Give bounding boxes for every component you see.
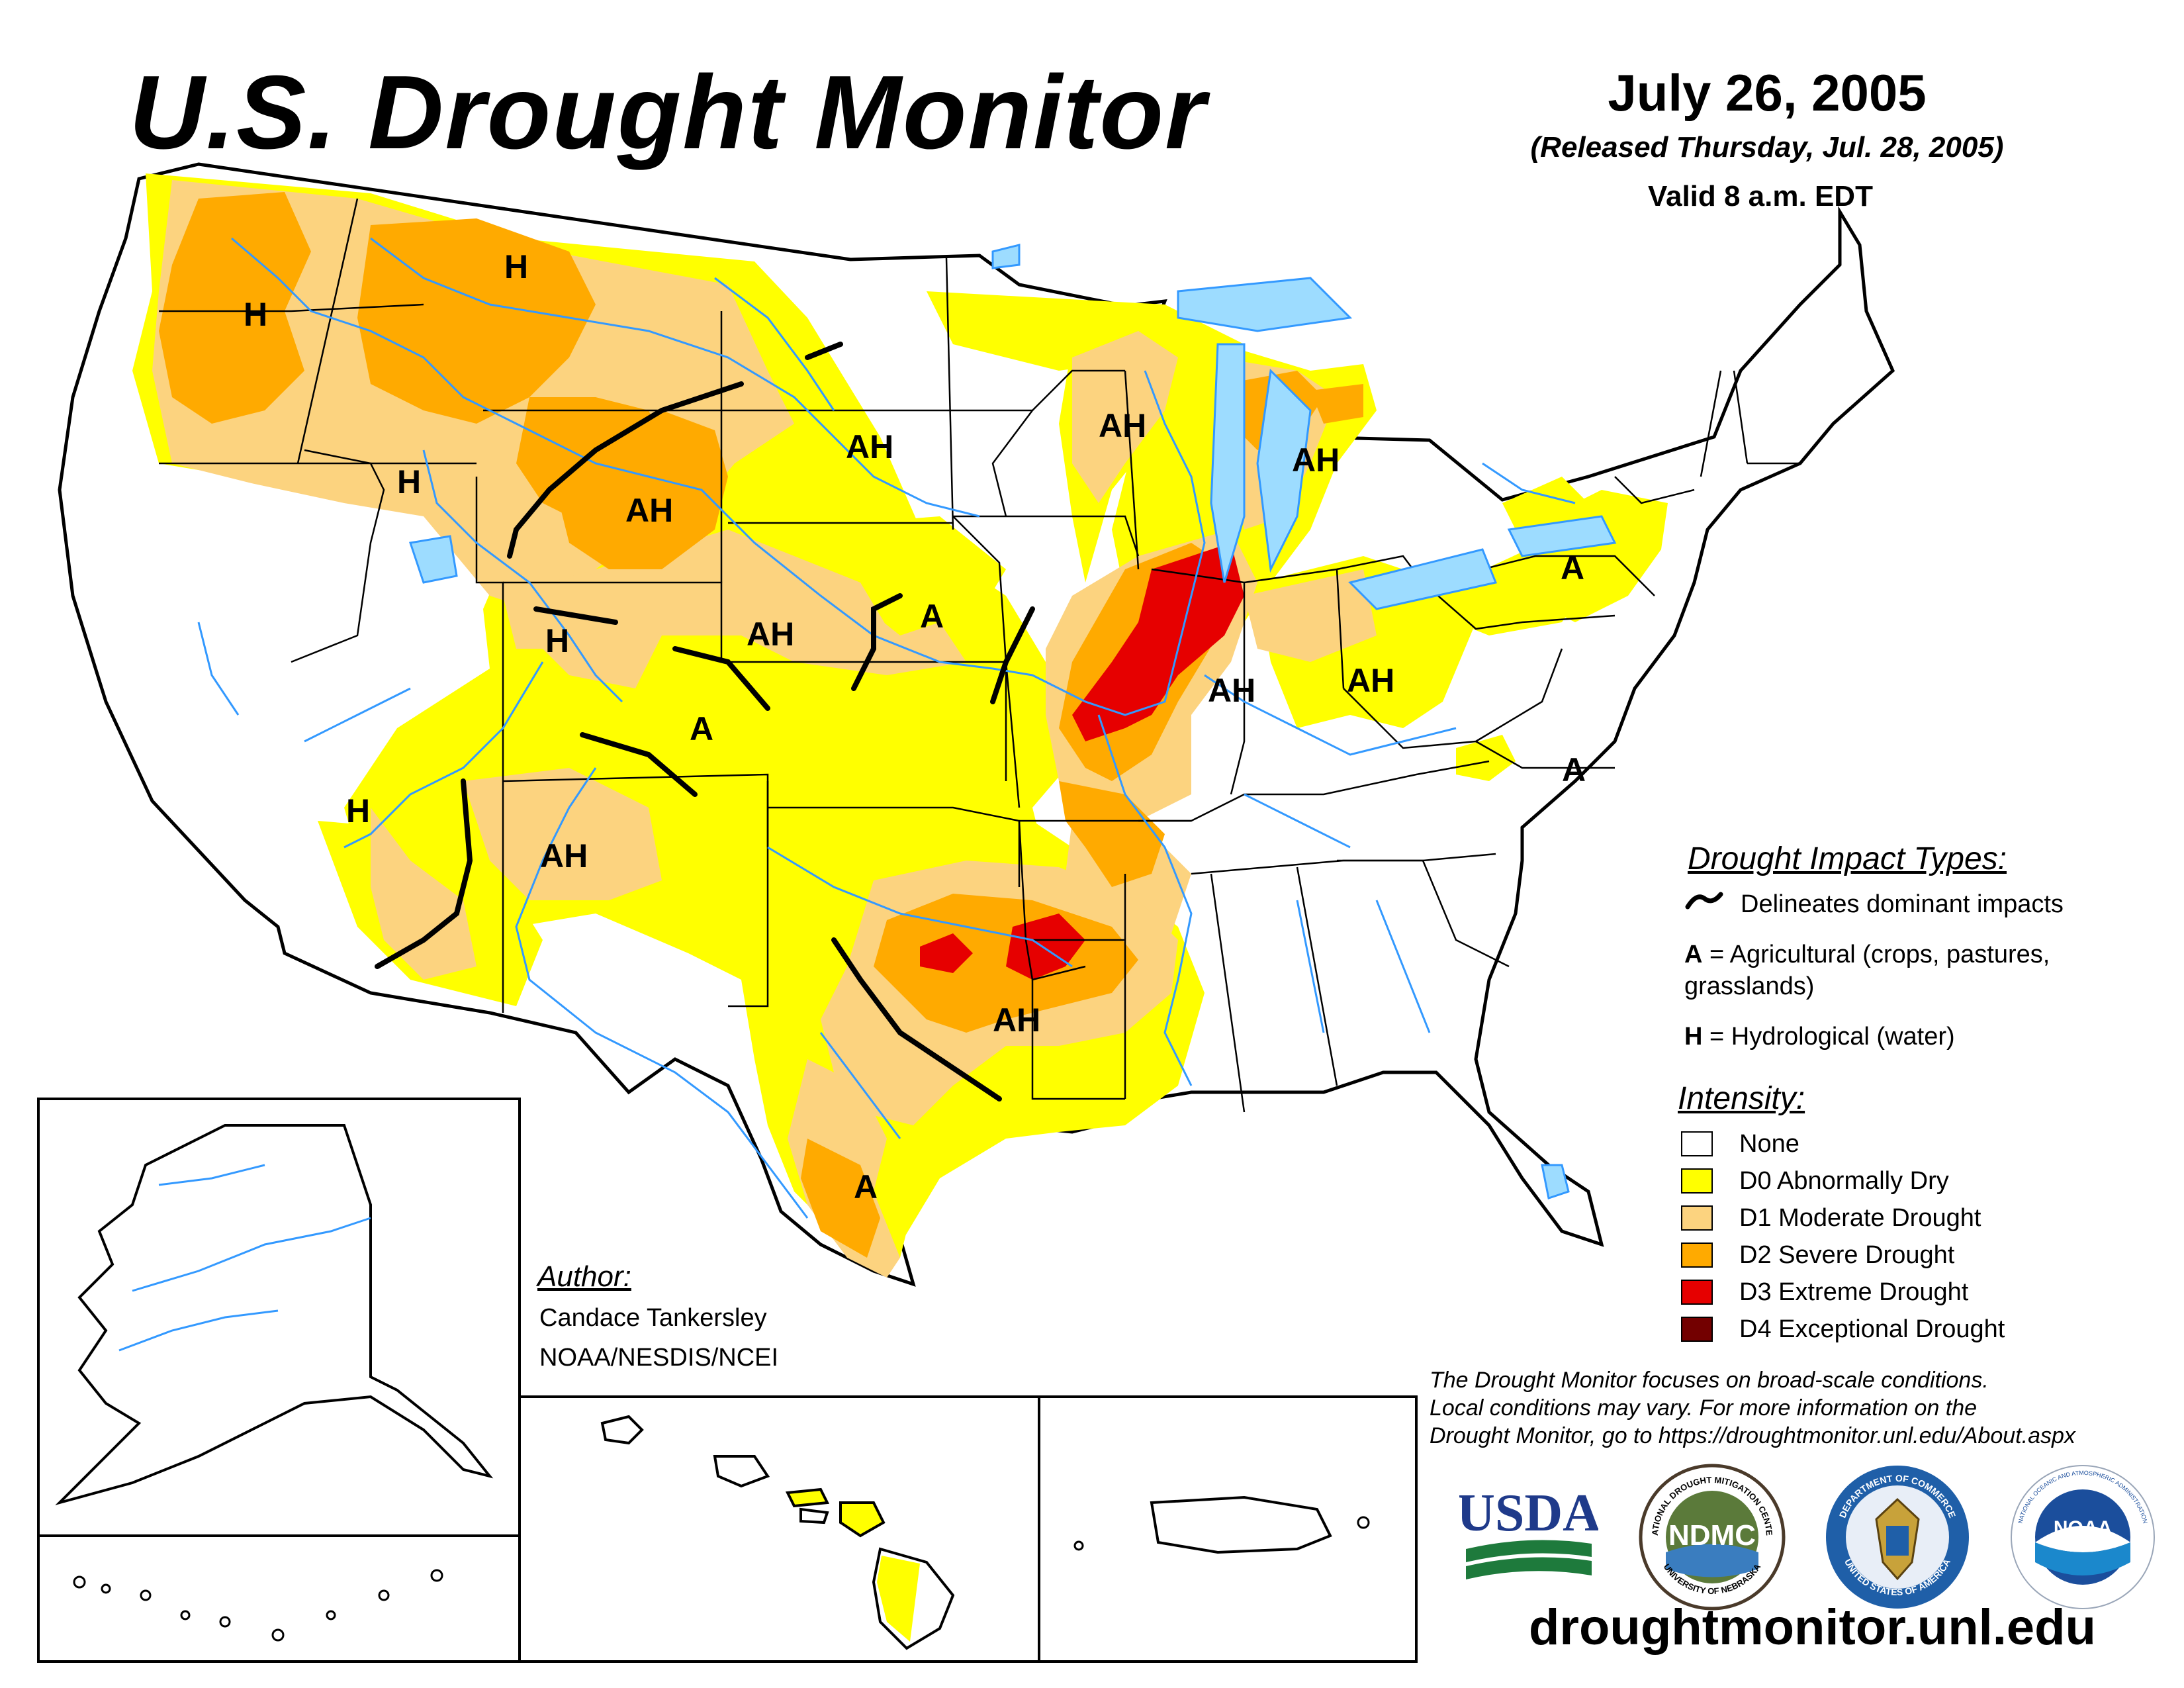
disclaimer-note: The Drought Monitor focuses on broad-sca… (1430, 1366, 2158, 1450)
label-tx-s: A (854, 1168, 878, 1205)
impact-line-icon (1685, 892, 1723, 910)
puerto-rico-shape (1150, 1495, 1332, 1554)
swatch-d4 (1681, 1317, 1713, 1342)
label-wa: H (244, 296, 267, 333)
impact-a-row: A = Agricultural (crops, pastures, (1684, 939, 2050, 970)
note-line-3: Drought Monitor, go to https://droughtmo… (1430, 1423, 2075, 1448)
label-ut-az: H (346, 792, 370, 829)
legend-label: D2 Severe Drought (1739, 1241, 1955, 1269)
label-oh: AH (1347, 662, 1394, 699)
rivers (197, 237, 1576, 1219)
swatch-d2 (1681, 1243, 1713, 1268)
note-line-1: The Drought Monitor focuses on broad-sca… (1430, 1368, 1989, 1393)
usda-logo: USDA (1459, 1484, 1598, 1579)
label-dakotas: AH (846, 428, 893, 465)
impact-legend-heading: Drought Impact Types: (1688, 841, 2007, 876)
legend-label: D1 Moderate Drought (1739, 1204, 1981, 1232)
author-name: Candace Tankersley (539, 1304, 767, 1332)
label-mi: AH (1292, 442, 1340, 479)
impact-a-key: A (1684, 941, 1703, 968)
impact-a-label-2: grasslands) (1684, 972, 1815, 1000)
label-ne-sw: AH (747, 616, 794, 653)
label-ne: A (920, 598, 944, 635)
author-org: NOAA/NESDIS/NCEI (539, 1344, 779, 1372)
impact-h-key: H (1684, 1023, 1703, 1051)
legend-item-d1: D1 Moderate Drought (1681, 1199, 2005, 1237)
legend-item-none: None (1681, 1125, 2005, 1162)
label-pa: A (1561, 549, 1584, 586)
noaa-logo: NOAA NATIONAL OCEANIC AND ATMOSPHERIC AD… (2011, 1465, 2155, 1609)
legend-label: D3 Extreme Drought (1739, 1278, 1969, 1306)
label-co: A (690, 710, 713, 747)
legend-label: None (1739, 1130, 1799, 1158)
label-il: AH (1208, 672, 1255, 709)
hawaii-islands (600, 1415, 955, 1650)
puerto-rico-island (1073, 1540, 1084, 1551)
label-nm: AH (540, 837, 588, 874)
author-heading: Author: (537, 1260, 631, 1293)
legend-item-d3: D3 Extreme Drought (1681, 1274, 2005, 1311)
label-mt: H (504, 248, 528, 285)
state-boundaries (159, 198, 1800, 1113)
lakes (409, 244, 1617, 1199)
impact-h-label: = Hydrological (water) (1709, 1023, 1955, 1051)
aleutian-islands (73, 1569, 443, 1642)
label-nc: A (1562, 751, 1586, 788)
label-id-or: H (397, 463, 421, 500)
intensity-legend-list: None D0 Abnormally Dry D1 Moderate Droug… (1681, 1125, 2005, 1348)
ndmc-logo: NDMC NATIONAL DROUGHT MITIGATION CENTER … (1638, 1463, 1786, 1611)
usda-logo-text: USDA (1459, 1484, 1598, 1542)
website-url[interactable]: droughtmonitor.unl.edu (1529, 1599, 2096, 1656)
impact-line-label: Delineates dominant impacts (1741, 890, 2064, 918)
valid-time: Valid 8 a.m. EDT (1648, 180, 1873, 212)
alaska-aleutian-frame (37, 1534, 521, 1663)
puerto-rico-islet (1357, 1516, 1370, 1529)
impact-h-row: H = Hydrological (water) (1684, 1021, 1955, 1053)
release-date: (Released Thursday, Jul. 28, 2005) (1530, 131, 2004, 164)
intensity-legend-heading: Intensity: (1678, 1081, 1805, 1116)
impact-a-label: = Agricultural (crops, pastures, (1709, 941, 2050, 968)
label-co-nw: H (545, 622, 569, 659)
alaska-rivers (118, 1164, 371, 1352)
d3-extreme-drought-areas (920, 543, 1244, 980)
legend-item-d2: D2 Severe Drought (1681, 1237, 2005, 1274)
map-date: July 26, 2005 (1608, 64, 1927, 122)
label-wy: AH (625, 492, 673, 529)
legend-item-d4: D4 Exceptional Drought (1681, 1311, 2005, 1348)
impact-labels: H H H AH AH A H AH A H AH AH AH AH AH A … (244, 248, 1586, 1205)
label-wi: AH (1099, 407, 1146, 444)
impact-delineation-lines (375, 342, 1035, 1102)
swatch-d3 (1681, 1280, 1713, 1305)
label-ok-tx: AH (993, 1002, 1040, 1039)
hawaii-inset-frame (518, 1395, 1040, 1663)
note-line-2: Local conditions may vary. For more info… (1430, 1395, 1978, 1421)
ndmc-logo-text: NDMC (1668, 1519, 1756, 1552)
legend-item-d0: D0 Abnormally Dry (1681, 1162, 2005, 1199)
noaa-logo-text: NOAA (2054, 1517, 2112, 1539)
legend-label: D0 Abnormally Dry (1739, 1167, 1949, 1195)
legend-label: D4 Exceptional Drought (1739, 1315, 2005, 1343)
alaska-shape (55, 1124, 494, 1505)
swatch-d1 (1681, 1205, 1713, 1231)
map-title: U.S. Drought Monitor (129, 54, 1207, 171)
swatch-d0 (1681, 1168, 1713, 1194)
commerce-logo: DEPARTMENT OF COMMERCE UNITED STATES OF … (1826, 1466, 1969, 1609)
swatch-none (1681, 1131, 1713, 1156)
